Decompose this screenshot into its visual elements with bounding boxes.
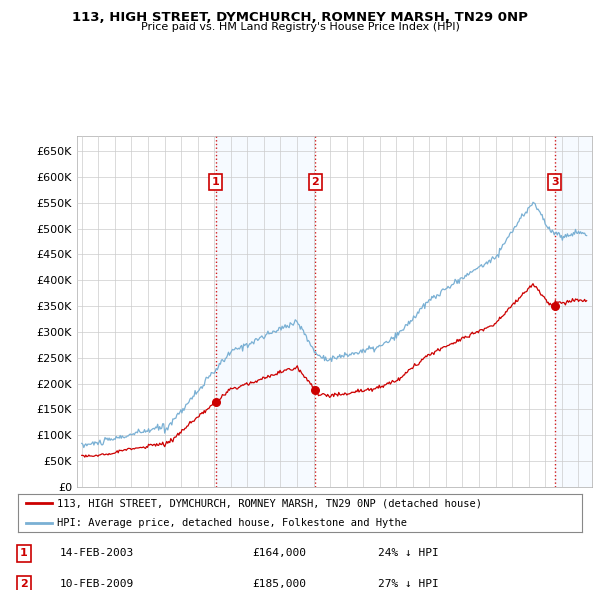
Point <box>211 398 221 407</box>
Text: HPI: Average price, detached house, Folkestone and Hythe: HPI: Average price, detached house, Folk… <box>58 517 407 527</box>
Text: 2: 2 <box>20 579 28 589</box>
Text: £164,000: £164,000 <box>252 549 306 558</box>
Text: 3: 3 <box>551 177 559 187</box>
Text: 2: 2 <box>311 177 319 187</box>
Point <box>310 385 320 394</box>
Text: 113, HIGH STREET, DYMCHURCH, ROMNEY MARSH, TN29 0NP: 113, HIGH STREET, DYMCHURCH, ROMNEY MARS… <box>72 11 528 24</box>
Text: 1: 1 <box>212 177 220 187</box>
Text: 1: 1 <box>20 549 28 558</box>
Point <box>550 301 560 311</box>
Text: 27% ↓ HPI: 27% ↓ HPI <box>378 579 439 589</box>
Text: £185,000: £185,000 <box>252 579 306 589</box>
Text: Price paid vs. HM Land Registry's House Price Index (HPI): Price paid vs. HM Land Registry's House … <box>140 22 460 32</box>
Text: 24% ↓ HPI: 24% ↓ HPI <box>378 549 439 558</box>
Text: 14-FEB-2003: 14-FEB-2003 <box>60 549 134 558</box>
Bar <box>216 136 315 487</box>
Text: 113, HIGH STREET, DYMCHURCH, ROMNEY MARSH, TN29 0NP (detached house): 113, HIGH STREET, DYMCHURCH, ROMNEY MARS… <box>58 499 482 509</box>
Bar <box>555 136 592 487</box>
Text: 10-FEB-2009: 10-FEB-2009 <box>60 579 134 589</box>
